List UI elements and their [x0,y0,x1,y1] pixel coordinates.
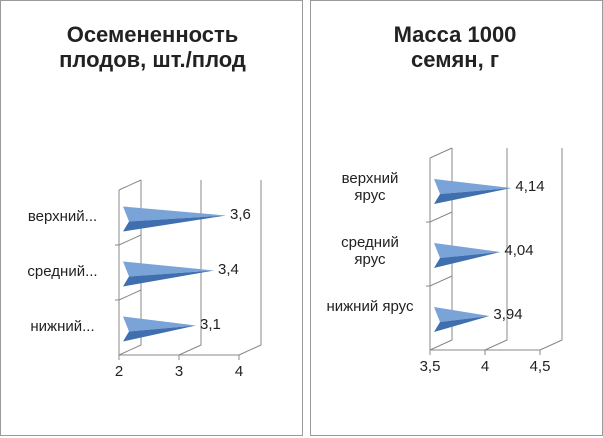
value-label: 3,1 [200,315,221,333]
cone-face [434,243,501,258]
grid-line [238,180,262,356]
axis-line [429,147,453,159]
x-tick-label: 4,5 [529,358,551,375]
cone-face [434,316,490,332]
category-line [426,275,453,287]
cone-face [434,252,501,268]
y-tick-label: верхний... [27,207,98,225]
axis-line [118,179,142,191]
cone-bar [434,307,490,332]
cone-face [123,325,196,342]
x-tick-label: 3,5 [419,358,441,375]
value-label: 3,94 [493,306,523,323]
cone-face [123,261,214,277]
y-tick-label: средний... [27,262,98,280]
cone-face [123,316,196,332]
y-tick-label: средний ярус [341,234,399,269]
x-tick-label: 4 [480,358,490,375]
cone-bar [123,316,196,342]
value-label: 3,4 [218,260,239,278]
cone-bar [434,179,512,204]
cone-face [123,270,214,287]
x-tick-label: 2 [114,363,124,380]
grid-line [178,180,202,356]
cone-bar [434,243,501,268]
cone-face [434,307,490,322]
value-label: 4,04 [504,242,534,259]
cone-face [123,215,226,232]
y-tick-label: нижний... [30,317,95,335]
category-line [426,211,453,223]
cone-face [123,206,226,222]
x-tick-label: 3 [174,363,184,380]
cone-face [434,179,512,194]
value-label: 3,6 [230,205,251,223]
grid-line [484,148,508,351]
panel [0,0,303,436]
grid-line [539,148,563,351]
x-tick-label: 4 [234,363,244,380]
category-line [115,289,142,301]
category-line [115,234,142,246]
chart-title: Масса 1000 семян, г [393,22,517,73]
y-tick-label: нижний ярус [326,298,414,315]
chart-title: Осемененность плодов, шт./плод [59,22,246,73]
value-label: 4,14 [515,178,545,195]
y-tick-label: верхний ярус [341,170,399,205]
cone-face [434,188,512,204]
cone-bar [123,206,226,232]
cone-bar [123,261,214,287]
